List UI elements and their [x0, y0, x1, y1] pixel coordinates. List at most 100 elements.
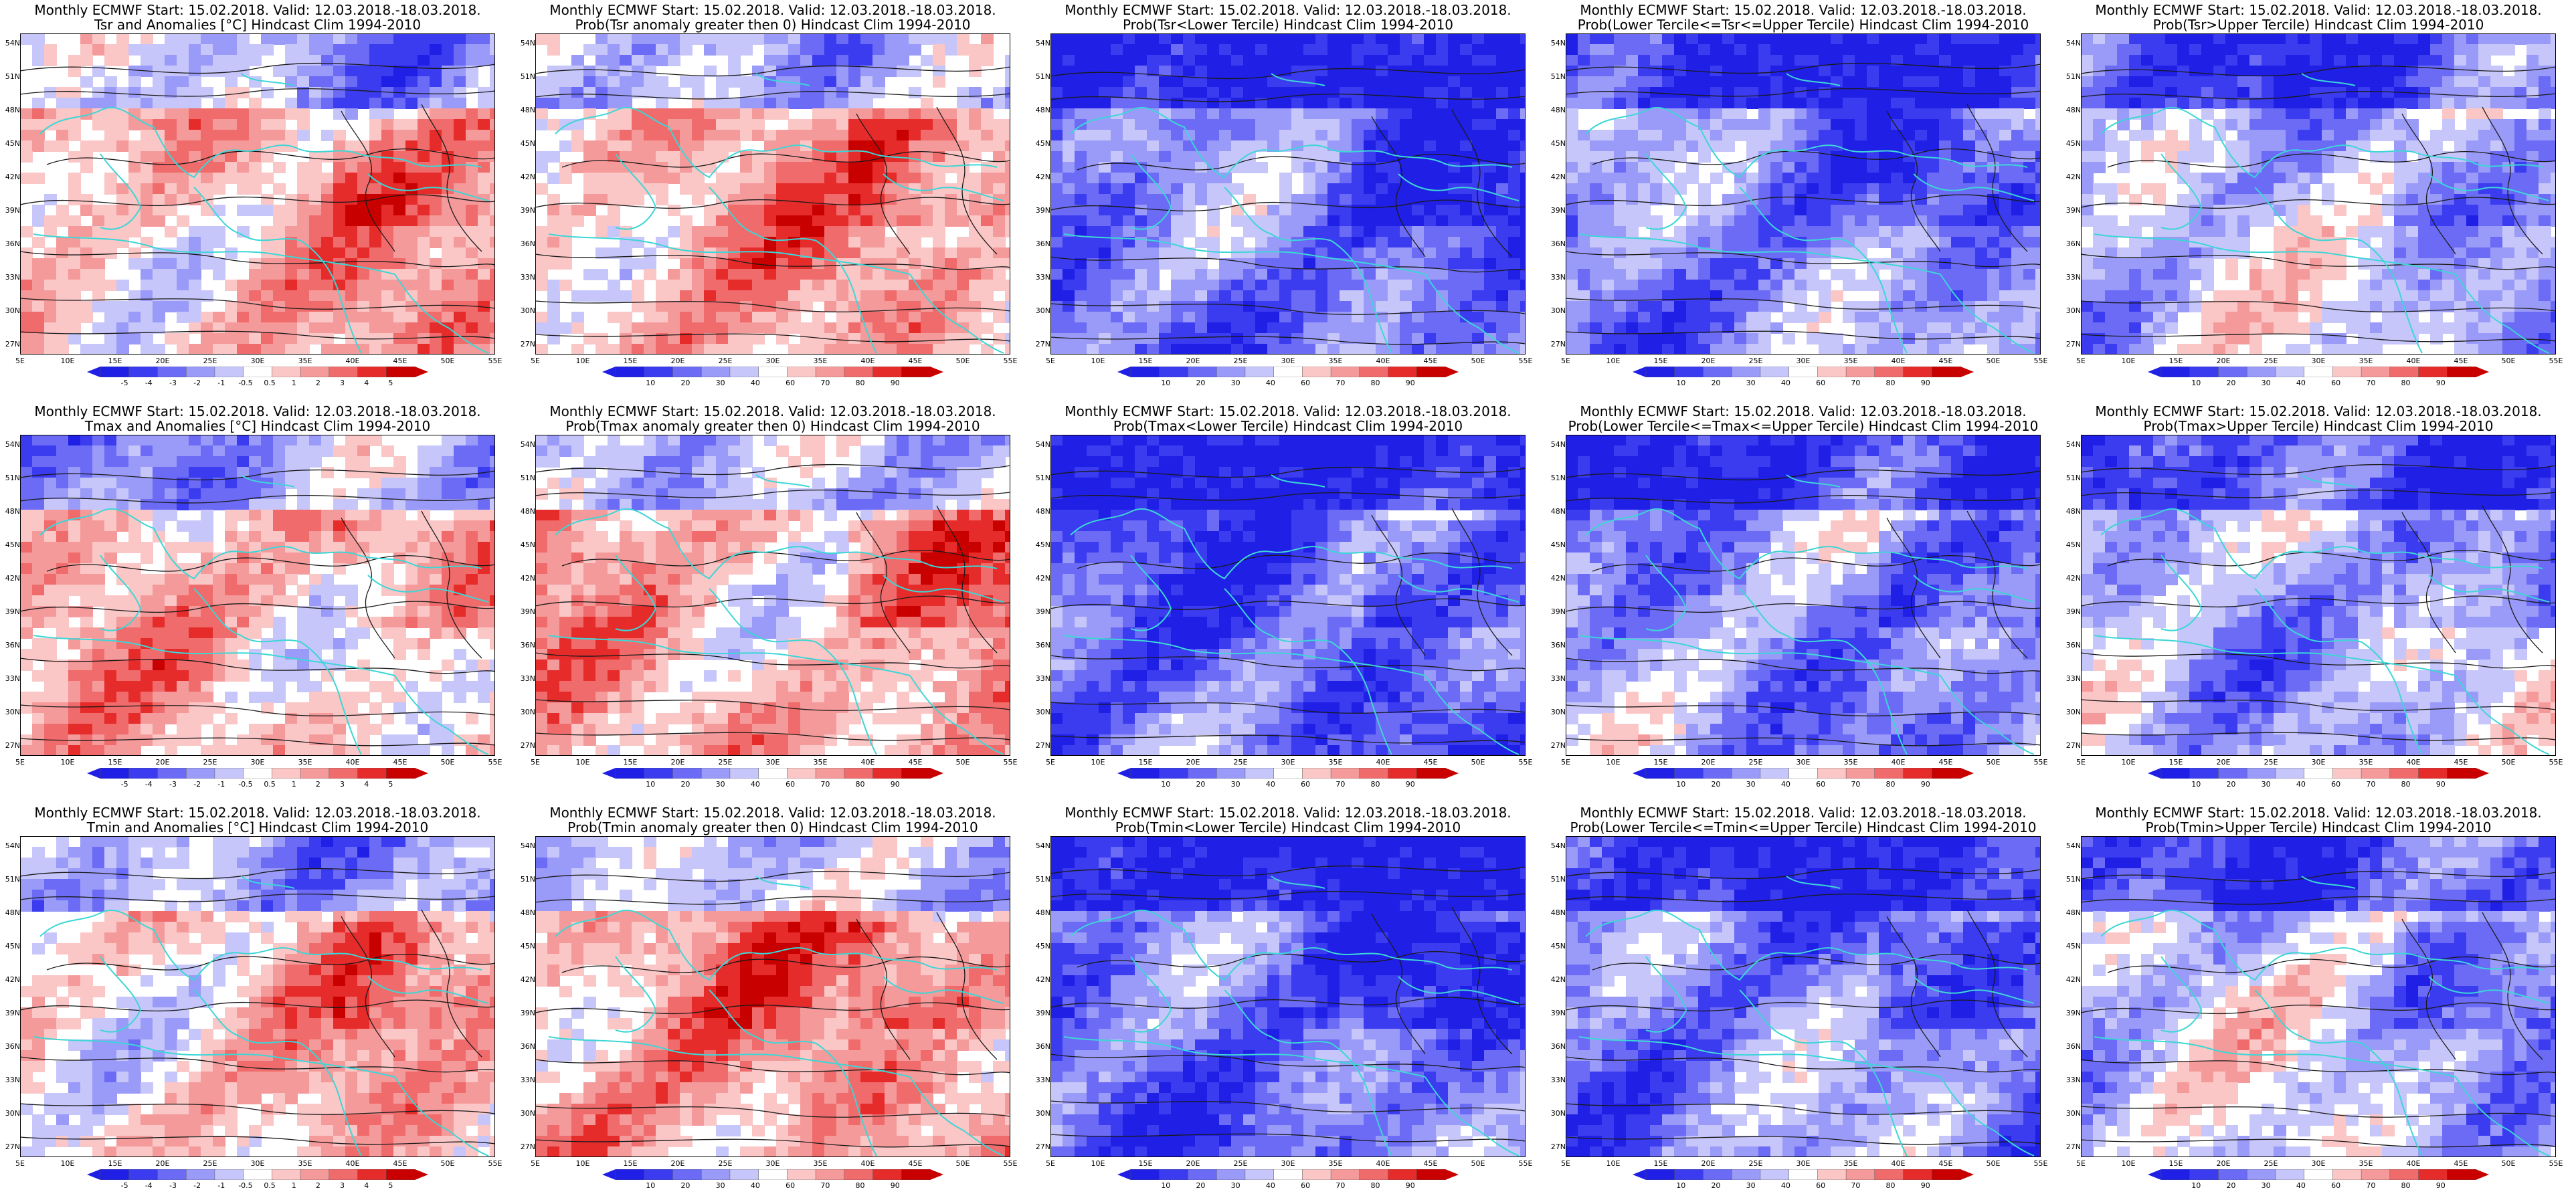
forecast-map: [20, 33, 495, 355]
longitude-label: 25E: [2264, 758, 2278, 767]
longitude-label: 40E: [2406, 1159, 2421, 1168]
colorbar-segment: [1817, 367, 1847, 377]
latitude-label: 48N: [1035, 507, 1050, 516]
longitude-label: 20E: [155, 357, 170, 365]
colorbar-label: 10: [646, 780, 656, 789]
map-frame: [1566, 435, 2041, 756]
latitude-label: 51N: [1035, 72, 1050, 81]
latitude-label: 27N: [520, 741, 535, 750]
shaded-field: [20, 836, 495, 1157]
latitude-label: 27N: [520, 1142, 535, 1151]
colorbar-label: 70: [1336, 780, 1346, 789]
colorbar-label: 80: [855, 780, 865, 789]
colorbar-right-arrow: [1445, 768, 1459, 779]
latitude-label: 33N: [2065, 1076, 2081, 1084]
latitude-label: 36N: [1035, 239, 1050, 248]
latitude-label: 51N: [2065, 875, 2081, 884]
colorbar-segment: [2447, 367, 2476, 377]
colorbar-right-arrow: [1960, 768, 1974, 779]
latitude-label: 27N: [1035, 741, 1050, 750]
colorbar-label: -2: [193, 780, 201, 789]
colorbar-label: 70: [1851, 1181, 1861, 1190]
colorbar-label: 10: [2191, 1181, 2201, 1190]
longitude-label: 50E: [1986, 758, 2001, 767]
colorbar-segment: [1359, 1169, 1389, 1180]
map-panel: Monthly ECMWF Start: 15.02.2018. Valid: …: [1546, 0, 2061, 401]
longitude-label: 35E: [2359, 758, 2373, 767]
longitude-label: 10E: [575, 1159, 590, 1168]
forecast-map: [2081, 435, 2556, 756]
latitude-label: 45N: [5, 942, 20, 950]
latitude-label: 36N: [1035, 641, 1050, 649]
latitude-label: 30N: [2065, 306, 2081, 315]
colorbar-segment: [157, 1169, 187, 1180]
colorbar-label: -0.5: [238, 1181, 253, 1190]
colorbar-label: 30: [1746, 379, 1756, 387]
longitude-label: 50E: [1986, 357, 2001, 365]
latitude-label: 45N: [520, 540, 535, 549]
longitude-label: 20E: [2216, 758, 2231, 767]
latitude-label: 48N: [520, 908, 535, 917]
colorbar-label: 30: [1230, 780, 1240, 789]
latitude-label: 33N: [2065, 273, 2081, 282]
colorbar-right-arrow: [930, 768, 943, 779]
longitude-label: 40E: [860, 1159, 875, 1168]
coastlines: [548, 73, 1004, 354]
latitude-label: 42N: [2065, 975, 2081, 984]
map-panel: Monthly ECMWF Start: 15.02.2018. Valid: …: [515, 0, 1030, 401]
colorbar-segment: [1817, 1169, 1847, 1180]
colorbar-label: 20: [680, 379, 691, 387]
longitude-label: 50E: [440, 758, 455, 767]
longitude-label: 35E: [813, 758, 828, 767]
panel-title-line2: Tmin and Anomalies [°C] Hindcast Clim 19…: [86, 819, 429, 835]
longitude-label: 50E: [1471, 1159, 1485, 1168]
longitude-label: 55E: [2033, 357, 2048, 365]
coastlines: [1063, 73, 1520, 354]
colorbar-label: 1: [291, 379, 296, 387]
colorbar-label: 70: [1851, 379, 1861, 387]
panel-title-line2: Prob(Tmin>Upper Tercile) Hindcast Clim 1…: [2145, 819, 2492, 835]
colorbar-label: 70: [1336, 1181, 1346, 1190]
latitude-label: 51N: [520, 875, 535, 884]
colorbar-segment: [357, 1169, 387, 1180]
colorbar-left-arrow: [1117, 768, 1131, 779]
latitude-label: 33N: [1035, 273, 1050, 282]
latitude-label: 30N: [1550, 1109, 1566, 1118]
colorbar-segment: [644, 1169, 674, 1180]
longitude-label: 50E: [2501, 758, 2516, 767]
coastlines: [2094, 474, 2550, 755]
longitude-label: 25E: [1748, 357, 1763, 365]
colorbar-label: 5: [388, 780, 393, 789]
latitude-label: 36N: [1550, 1042, 1566, 1051]
colorbar-segment: [386, 768, 416, 779]
latitude-label: 54N: [1550, 440, 1566, 449]
colorbar-segment: [1388, 768, 1418, 779]
colorbar-right-arrow: [415, 768, 428, 779]
latitude-label: 54N: [1550, 841, 1566, 850]
panel-title-line1: Monthly ECMWF Start: 15.02.2018. Valid: …: [1580, 403, 2027, 419]
colorbar-right-arrow: [415, 367, 428, 377]
colorbar-label: 20: [1711, 780, 1721, 789]
latitude-label: 39N: [520, 1009, 535, 1017]
colorbar-segment: [100, 1169, 130, 1180]
shaded-field: [2081, 836, 2556, 1157]
forecast-map: [535, 33, 1010, 355]
panel-title-line2: Prob(Tmin<Lower Tercile) Hindcast Clim 1…: [1115, 819, 1461, 835]
latitude-label: 48N: [5, 106, 20, 114]
shaded-field: [1050, 836, 1526, 1157]
longitude-label: 45E: [1423, 758, 1438, 767]
latitude-label: 27N: [1035, 1142, 1050, 1151]
latitude-label: 27N: [1550, 1142, 1566, 1151]
colorbar-segment: [2246, 367, 2276, 377]
colorbar-segment: [672, 768, 702, 779]
colorbar-label: 60: [1301, 1181, 1311, 1190]
colorbar-segment: [844, 768, 874, 779]
colorbar-segment: [1216, 1169, 1246, 1180]
longitude-label: 40E: [860, 758, 875, 767]
longitude-label: 25E: [718, 357, 733, 365]
colorbar-label: 30: [1746, 1181, 1756, 1190]
colorbar-segment: [701, 367, 731, 377]
colorbar-label: 10: [1161, 780, 1171, 789]
latitude-label: 45N: [520, 139, 535, 148]
longitude-label: 30E: [1796, 357, 1811, 365]
